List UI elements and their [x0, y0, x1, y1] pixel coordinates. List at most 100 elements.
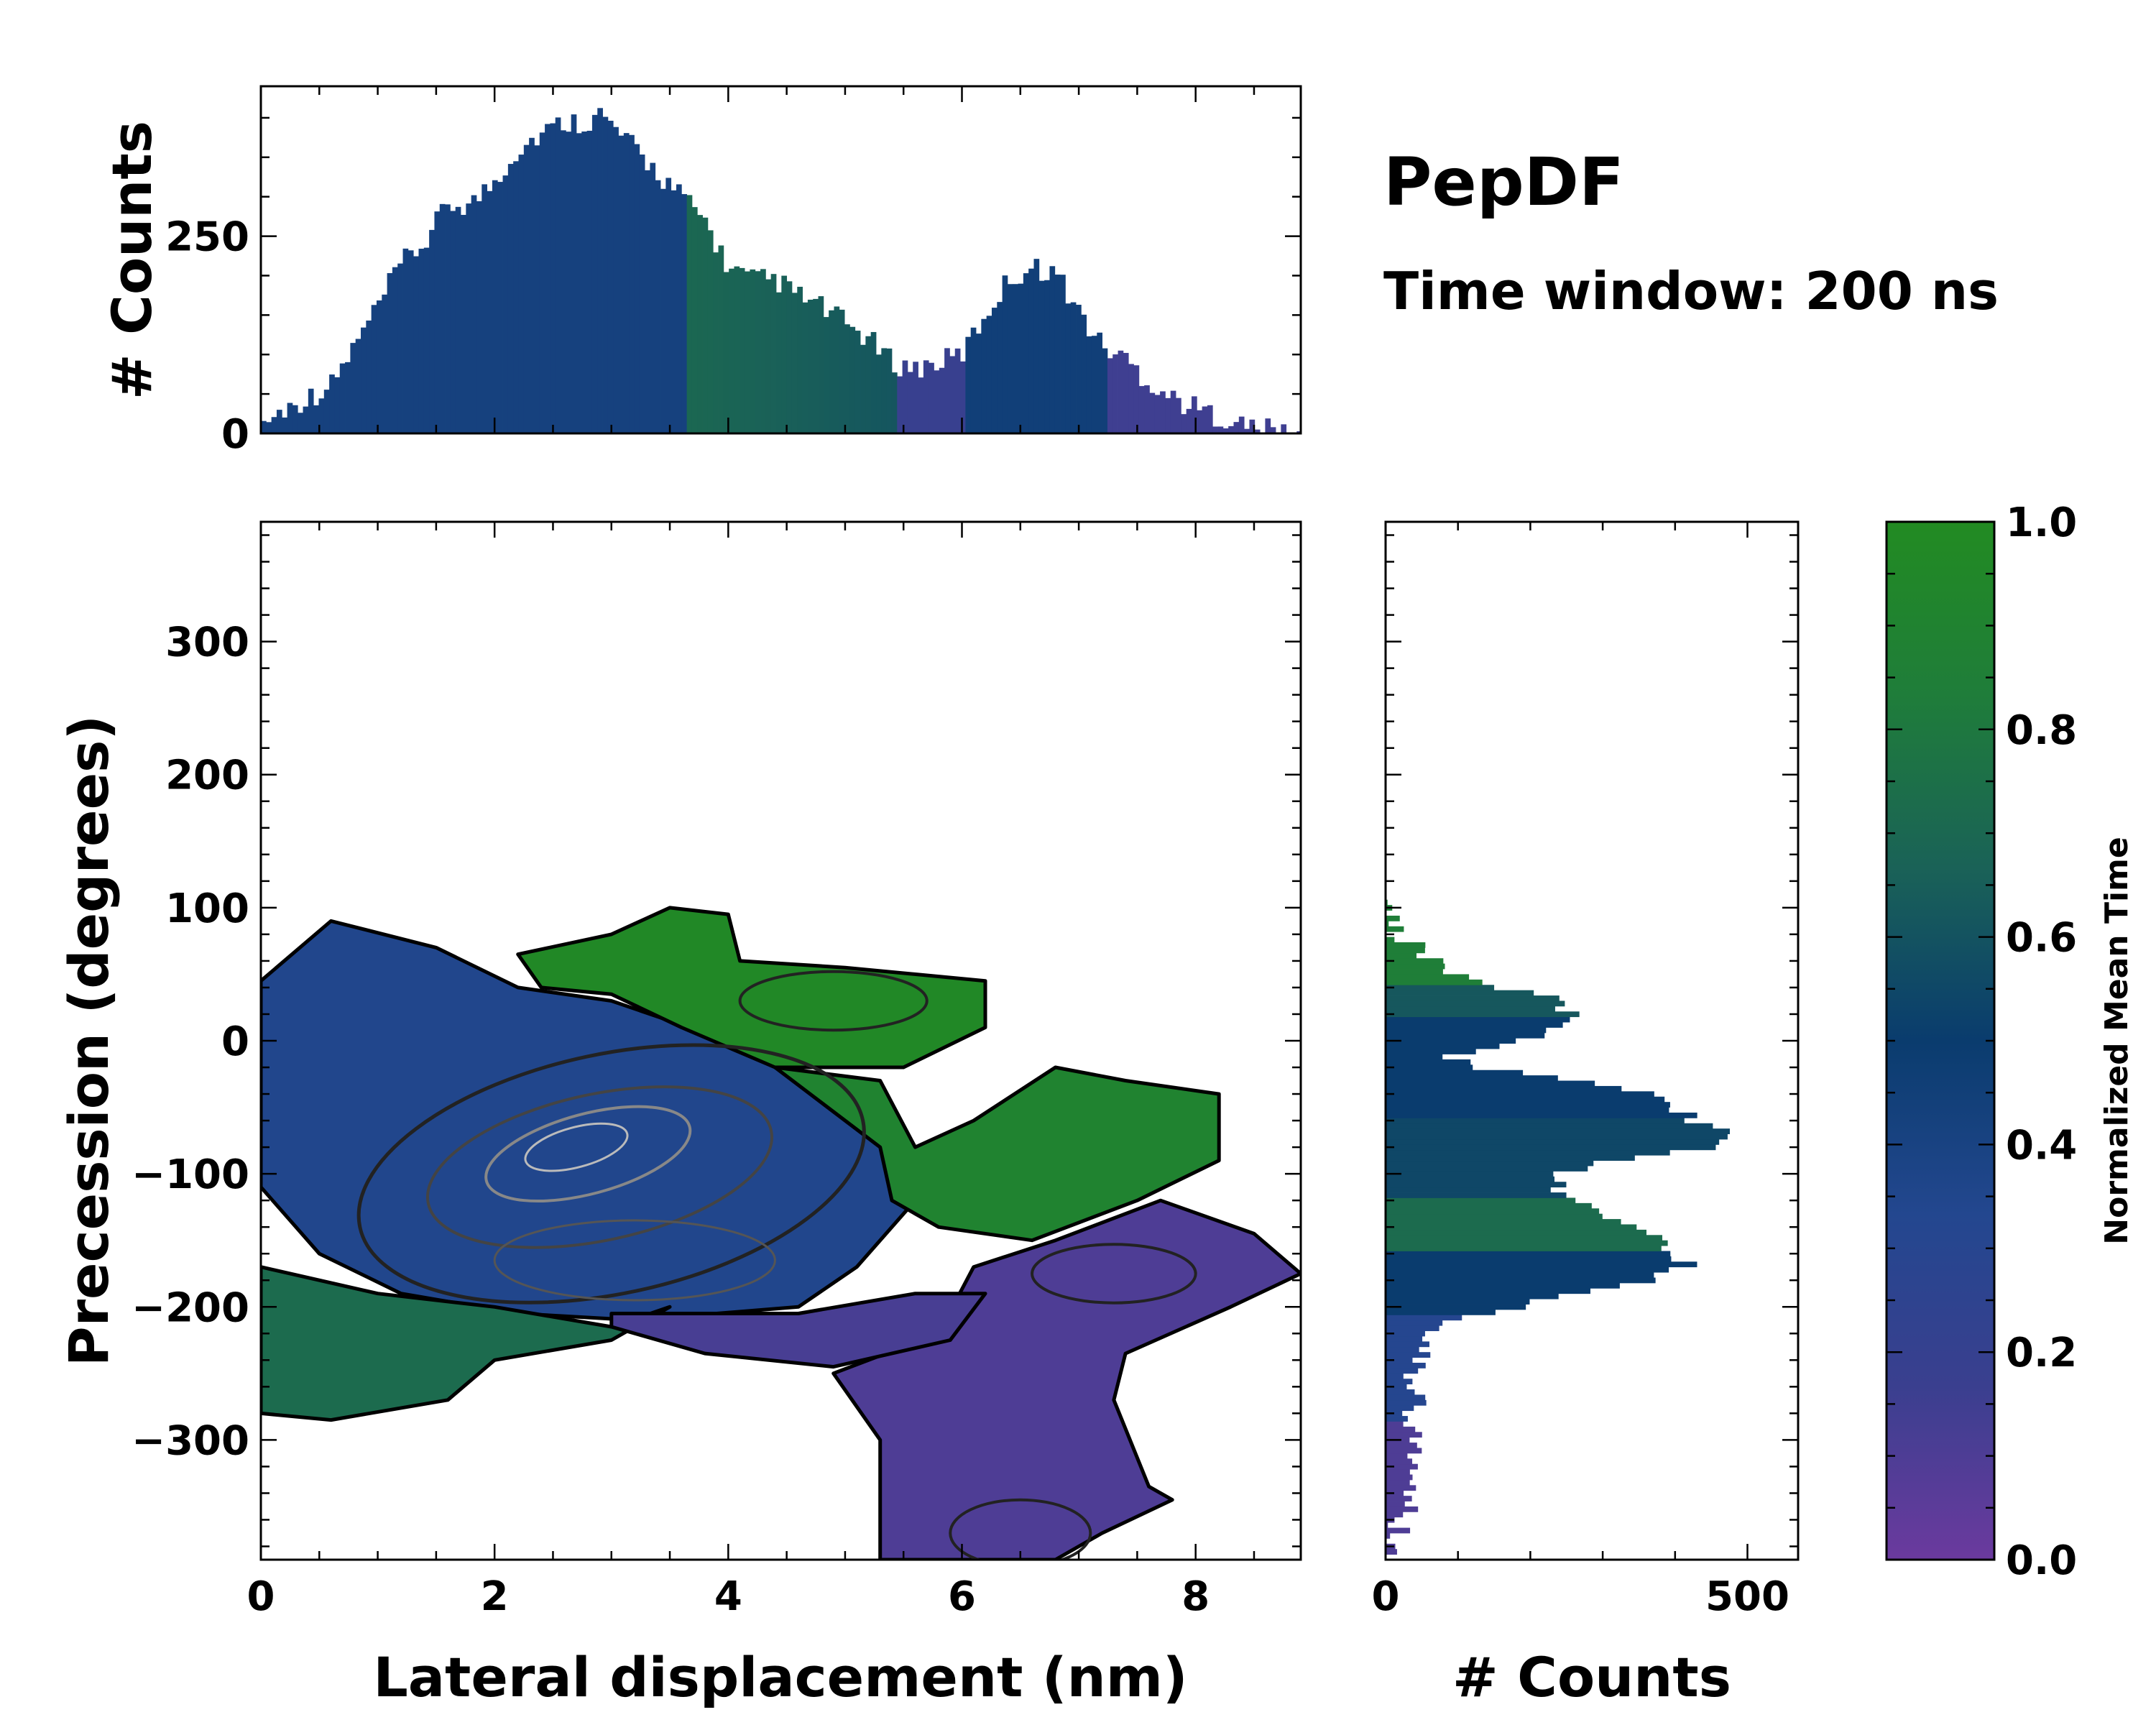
top-histogram-bar: [844, 324, 850, 433]
top-histogram-bar: [382, 294, 387, 433]
tick-label: 300: [165, 620, 249, 666]
top-histogram-bar: [976, 334, 982, 433]
top-histogram-bar: [645, 170, 650, 433]
right-xlabel: # Counts: [1452, 1645, 1731, 1709]
top-histogram-bar: [775, 292, 782, 433]
right-histogram-bar: [1386, 1192, 1567, 1198]
top-histogram-bar: [392, 267, 398, 433]
right-histogram-bar: [1386, 1043, 1500, 1049]
tick-label: 100: [165, 886, 249, 932]
right-histogram-bar: [1386, 1463, 1418, 1470]
density-contour: [738, 970, 929, 1032]
top-histogram-bar: [1081, 314, 1087, 433]
right-histogram-bar: [1386, 1102, 1670, 1108]
right-histogram-bar: [1386, 1384, 1407, 1390]
top-histogram-bar: [765, 279, 772, 433]
top-histogram-bar: [476, 201, 482, 433]
top-histogram-bar: [1296, 431, 1301, 433]
top-histogram-bar: [1023, 273, 1029, 433]
top-histogram-bar: [397, 263, 403, 433]
right-histogram-bar: [1386, 1522, 1388, 1528]
right-histogram-bar: [1386, 1512, 1404, 1518]
right-histogram-bar: [1386, 1256, 1672, 1262]
top-histogram-bar: [618, 135, 625, 433]
right-histogram-bar: [1386, 1032, 1545, 1039]
top-histogram-bar: [723, 272, 729, 433]
top-histogram-bar: [897, 376, 903, 433]
top-histogram-bar: [282, 417, 287, 433]
right-histogram-bar: [1386, 1299, 1530, 1305]
right-histogram-bar: [1386, 1389, 1415, 1395]
top-histogram-bar: [1097, 332, 1103, 433]
top-histogram-bar: [949, 356, 956, 433]
top-histogram-bar: [407, 250, 414, 433]
right-histogram-bar: [1386, 1160, 1594, 1167]
right-histogram-bar: [1386, 1022, 1563, 1028]
right-histogram-bar: [1386, 1107, 1669, 1113]
top-histogram-bar: [571, 114, 577, 433]
top-histogram-bar: [303, 406, 309, 433]
top-histogram-bar: [339, 363, 346, 433]
tick-label: 0.6: [2006, 915, 2077, 962]
top-histogram-bar: [781, 275, 788, 433]
right-histogram-bar: [1386, 1085, 1622, 1092]
top-histogram-bar: [1028, 268, 1034, 433]
right-histogram-bar: [1386, 1128, 1731, 1134]
right-histogram-bar: [1386, 995, 1560, 1001]
right-histogram-bar: [1386, 1118, 1685, 1124]
right-histogram-bar: [1386, 1485, 1416, 1491]
top-histogram-bar: [1165, 397, 1171, 433]
tick-label: 4: [714, 1573, 742, 1620]
tick-label: −200: [132, 1284, 249, 1331]
right-histogram-bar: [1386, 1373, 1404, 1379]
top-histogram-bar: [607, 120, 614, 433]
tick-label: 0.2: [2006, 1330, 2077, 1376]
right-histogram-bar: [1386, 963, 1445, 970]
top-histogram-bar: [550, 123, 556, 433]
top-histogram-bar: [1207, 405, 1213, 433]
top-histogram-bar: [629, 134, 635, 433]
top-histogram-bar: [823, 317, 829, 433]
top-histogram-bar: [313, 405, 319, 433]
top-histogram-bar: [797, 286, 803, 433]
top-histogram-bar: [865, 336, 872, 433]
right-histogram-bar: [1386, 1059, 1471, 1065]
top-histogram-bar: [1160, 391, 1166, 433]
tick-label: −300: [132, 1417, 249, 1464]
top-histogram-bar: [702, 217, 709, 433]
top-histogram-bar: [455, 206, 461, 433]
top-histogram-bar: [813, 298, 819, 433]
top-histogram-bar: [791, 293, 798, 433]
colorbar-panel: 0.0 0.2 0.4 0.6 0.8 1.0 Normalized Mean Time: [1885, 500, 2135, 1584]
top-histogram-bar: [271, 417, 277, 433]
top-histogram-bar: [276, 410, 282, 433]
top-histogram-bar: [1091, 336, 1097, 433]
tick-label: 0.4: [2006, 1122, 2077, 1169]
right-histogram-bar: [1386, 1123, 1713, 1129]
top-histogram-bar: [944, 348, 950, 433]
right-histogram-bar: [1386, 926, 1404, 932]
top-histogram-bar: [545, 124, 550, 433]
top-histogram-bar: [886, 348, 893, 433]
right-histogram-bar: [1386, 915, 1400, 921]
right-histogram-bar: [1386, 1405, 1414, 1412]
top-histogram-bar: [655, 180, 661, 433]
right-histogram-bar: [1386, 1443, 1417, 1448]
top-histogram-bar: [1202, 406, 1208, 433]
top-histogram-bar: [802, 302, 808, 433]
top-histogram-bar: [639, 154, 645, 433]
top-histogram-bar: [907, 372, 913, 433]
right-histogram-bar: [1386, 974, 1470, 980]
right-histogram-bar: [1386, 1197, 1576, 1204]
top-histogram-bar: [770, 274, 777, 433]
right-histogram-bar: [1386, 1357, 1413, 1363]
right-histogram-bar: [1386, 1288, 1590, 1294]
right-histogram-panel: 0 500 # Counts: [1372, 520, 1800, 1709]
tick-label: 0: [247, 1573, 275, 1620]
right-histogram-bar: [1386, 1458, 1413, 1465]
top-histogram-bar: [739, 267, 745, 433]
tick-label: 1.0: [2006, 500, 2077, 546]
top-histogram-bar: [860, 344, 866, 433]
top-histogram-bar: [439, 203, 446, 433]
top-histogram-bar: [1149, 392, 1156, 433]
